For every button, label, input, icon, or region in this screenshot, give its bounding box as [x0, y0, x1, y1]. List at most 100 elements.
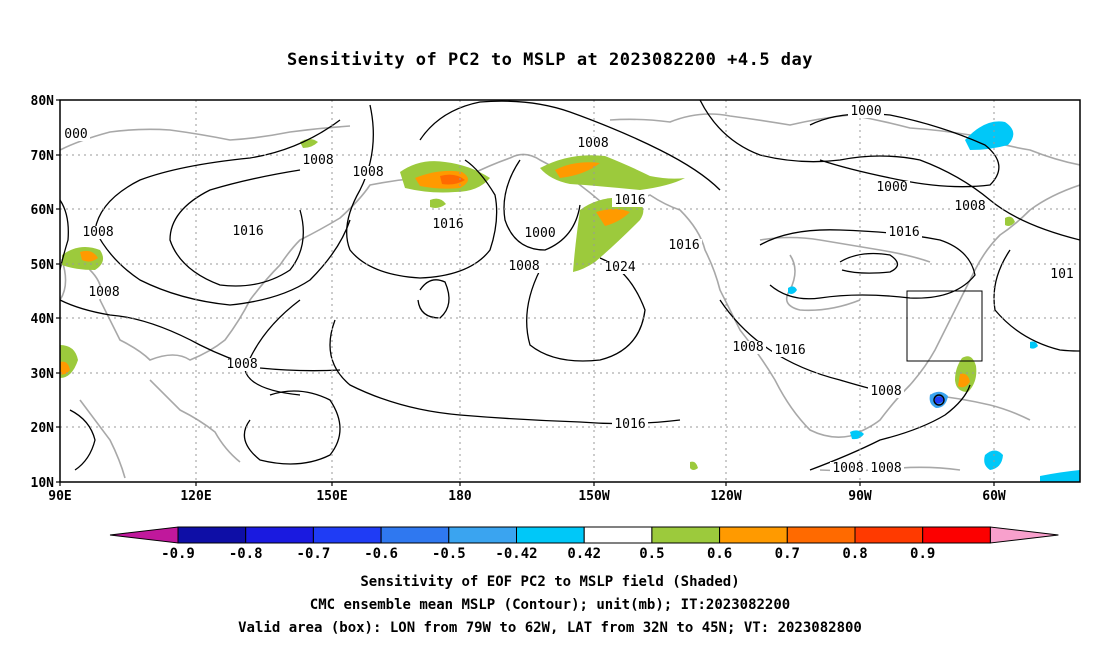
colorbar-label: 0.6	[707, 546, 732, 562]
contour-label: 101	[1050, 267, 1073, 282]
low-center-contour	[933, 394, 945, 406]
colorbar-box	[651, 526, 721, 544]
contour-label-bg	[86, 286, 122, 299]
contour-label: 1008	[954, 199, 985, 214]
caption-contour: CMC ensemble mean MSLP (Contour); unit(m…	[309, 597, 791, 613]
colorbar-label: -0.8	[229, 546, 263, 562]
caption-valid-area: Valid area (box): LON from 79W to 62W, L…	[238, 620, 862, 636]
contour-label: 1008	[82, 225, 113, 240]
contour-label-bg	[848, 105, 884, 118]
contour-label: 1008	[302, 153, 333, 168]
contour-label-bg	[868, 462, 904, 475]
contour-label: 1008	[870, 384, 901, 399]
colorbar-arrow-right	[989, 526, 1059, 544]
contour-label: 1016	[888, 225, 919, 240]
contour-label: 1016	[232, 224, 263, 239]
map-frame	[59, 99, 1081, 483]
contour-label-bg	[830, 462, 866, 475]
colorbar-label: 0.9	[910, 546, 935, 562]
colorbar-label: -0.42	[495, 546, 537, 562]
colorbar-label: -0.5	[432, 546, 466, 562]
contour-label: 1008	[870, 461, 901, 476]
colorbar: -0.9 -0.8 -0.7 -0.6 -0.5 -0.42 0.42 0.5 0.6 0.7 0.…	[109, 526, 1059, 562]
colorbar-box	[448, 526, 517, 544]
contour-labels: 000 1008 1008 1008 1008 1016 1016 1008 1016 1000 1…	[62, 104, 1076, 476]
lon-tick-label: 90W	[848, 489, 872, 504]
contour-label-bg	[952, 200, 988, 213]
contour-label: 1000	[876, 180, 907, 195]
lon-tick-label: 180	[448, 489, 472, 504]
contour-label: 1008	[226, 357, 257, 372]
contour-label: 1008	[832, 461, 863, 476]
lat-tick-label: 80N	[31, 94, 55, 109]
lon-tick-label: 150E	[316, 489, 347, 504]
contour-label-bg	[886, 226, 922, 239]
contour-label-bg	[430, 218, 466, 231]
contour-label-bg	[522, 227, 558, 240]
colorbar-box	[719, 526, 788, 544]
chart-title: Sensitivity of PC2 to MSLP at 2023082200…	[286, 50, 813, 70]
colorbar-label: -0.7	[297, 546, 331, 562]
contour-label: 1016	[774, 343, 805, 358]
lat-tick-label: 30N	[31, 367, 55, 382]
contour-label-bg	[602, 261, 638, 274]
contour-label-bg	[224, 358, 260, 371]
contour-label-bg	[666, 239, 702, 252]
colorbar-label: -0.9	[161, 546, 195, 562]
contour-label: 1008	[88, 285, 119, 300]
colorbar-box	[177, 526, 247, 544]
colorbar-box	[312, 526, 382, 544]
contour-label-bg	[1048, 268, 1076, 281]
lat-tick-label: 20N	[31, 421, 55, 436]
colorbar-box	[516, 526, 585, 544]
colorbar-label: 0.8	[842, 546, 867, 562]
lat-tick-label: 50N	[31, 258, 55, 273]
contour-label: 1000	[524, 226, 555, 241]
colorbar-label: 0.7	[775, 546, 800, 562]
contour-label-bg	[868, 385, 904, 398]
contour-label: 1016	[668, 238, 699, 253]
colorbar-box	[583, 526, 653, 544]
contour-label-bg	[62, 128, 90, 141]
contour-label: 1008	[732, 340, 763, 355]
contour-label: 000	[64, 127, 87, 142]
colorbar-box	[786, 526, 856, 544]
contour-label-bg	[612, 194, 648, 207]
contour-label-bg	[80, 226, 116, 239]
contour-label: 1024	[604, 260, 635, 275]
contour-label-bg	[575, 137, 611, 150]
colorbar-box	[380, 526, 450, 544]
colorbar-arrow-left	[109, 526, 179, 544]
contour-label-bg	[612, 418, 648, 431]
contour-label-bg	[300, 154, 336, 167]
lat-tick-label: 10N	[31, 476, 55, 491]
shaded-sensitivity	[60, 121, 1080, 482]
contour-label: 1016	[614, 417, 645, 432]
caption-shaded: Sensitivity of EOF PC2 to MSLP field (Sh…	[360, 574, 740, 590]
contour-label-bg	[772, 344, 808, 357]
colorbar-box	[922, 526, 991, 544]
contour-label-bg	[506, 260, 542, 273]
contour-label: 1016	[614, 193, 645, 208]
contour-label-bg	[874, 181, 910, 194]
lon-tick-label: 60W	[982, 489, 1006, 504]
gridlines	[60, 100, 1080, 482]
lat-tick-label: 40N	[31, 312, 55, 327]
lon-tick-label: 120W	[710, 489, 741, 504]
contour-label: 1008	[352, 165, 383, 180]
colorbar-label: 0.5	[639, 546, 664, 562]
contour-label: 1000	[850, 104, 881, 119]
latitude-labels: 80N 70N 60N 50N 40N 30N 20N 10N	[31, 94, 60, 491]
contour-label: 1016	[432, 217, 463, 232]
valid-area-box	[906, 290, 983, 362]
longitude-labels: 90E 120E 150E 180 150W 120W 90W 60W	[48, 482, 1006, 504]
contour-label-bg	[350, 166, 386, 179]
lon-tick-label: 90E	[48, 489, 71, 504]
lon-tick-label: 150W	[578, 489, 609, 504]
lat-tick-label: 60N	[31, 203, 55, 218]
colorbar-box	[854, 526, 924, 544]
contour-label-bg	[230, 225, 266, 238]
contour-label: 1008	[577, 136, 608, 151]
colorbar-box	[245, 526, 314, 544]
